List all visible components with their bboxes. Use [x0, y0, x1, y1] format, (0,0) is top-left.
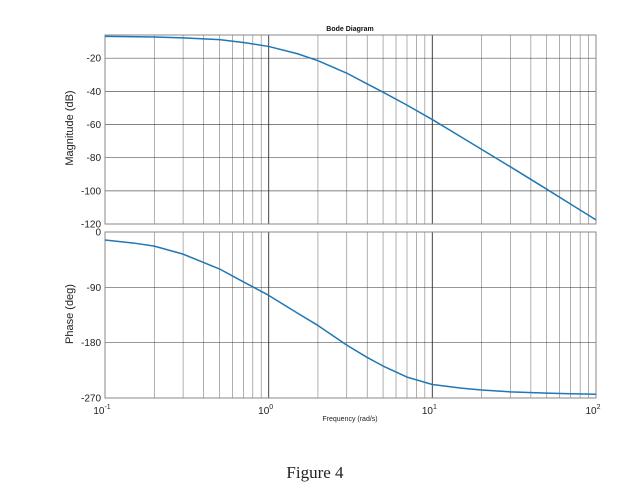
- y-tick-label: -80: [87, 153, 102, 164]
- axes-frame: [104, 34, 597, 225]
- chart-title: Bode Diagram: [326, 26, 373, 33]
- y-tick-label: 0: [95, 228, 101, 239]
- y-tick-label: -270: [81, 394, 101, 405]
- y-tick-label: -120: [81, 220, 101, 231]
- phase-ylabel: Phase (deg): [64, 284, 76, 344]
- figure-caption: Figure 4: [286, 463, 344, 482]
- y-tick-label: -90: [87, 283, 102, 294]
- y-tick-label: -40: [87, 87, 102, 98]
- frequency-xlabel: Frequency (rad/s): [322, 416, 377, 423]
- y-tick-label: -60: [87, 120, 102, 131]
- x-tick-label: 100: [258, 404, 273, 417]
- magnitude-ylabel: Magnitude (dB): [64, 90, 76, 165]
- phase-line: [104, 239, 597, 396]
- x-tick-label: 102: [585, 404, 600, 417]
- y-tick-label: -180: [81, 338, 101, 349]
- y-tick-label: -20: [87, 54, 102, 65]
- y-tick-label: -100: [81, 186, 101, 197]
- x-tick-label: 10-1: [93, 404, 110, 417]
- x-tick-label: 101: [422, 404, 437, 417]
- magnitude-line: [104, 35, 597, 221]
- axes-frame: [104, 231, 597, 399]
